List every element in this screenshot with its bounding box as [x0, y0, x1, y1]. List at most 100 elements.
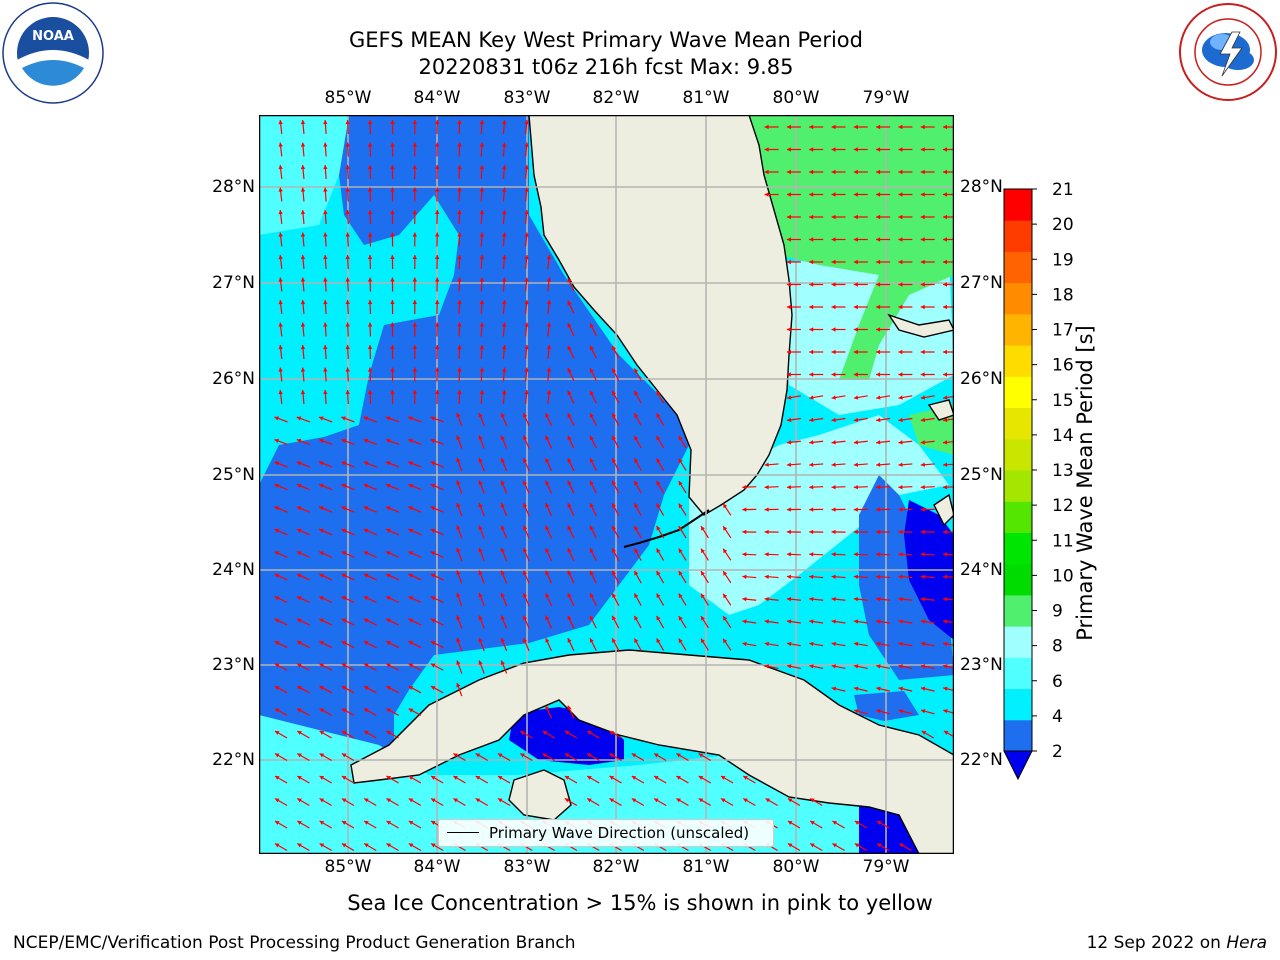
wave-direction-arrow: [430, 506, 444, 513]
wave-direction-arrow: [434, 209, 440, 225]
wave-direction-arrow: [522, 502, 530, 517]
wave-direction-arrow: [676, 752, 689, 762]
wave-direction-arrow: [323, 299, 328, 315]
wave-direction-arrow: [408, 618, 422, 626]
wave-direction-arrow: [345, 232, 350, 247]
wave-direction-arrow: [898, 440, 913, 445]
wave-direction-arrow: [478, 570, 485, 584]
wave-direction-arrow: [786, 664, 801, 670]
wave-direction-arrow: [546, 277, 552, 292]
wave-direction-arrow: [545, 615, 553, 629]
wave-direction-arrow: [274, 506, 288, 513]
wave-direction-arrow: [478, 525, 485, 539]
wave-direction-arrow: [412, 367, 418, 382]
wave-direction-arrow: [341, 483, 355, 491]
wave-direction-arrow: [456, 637, 463, 652]
wave-direction-arrow: [408, 551, 422, 558]
wave-direction-arrow: [676, 775, 689, 784]
wave-direction-arrow: [742, 775, 756, 784]
wave-direction-arrow: [300, 232, 306, 247]
wave-direction-arrow: [831, 440, 846, 445]
wave-direction-arrow: [500, 547, 508, 562]
wave-direction-arrow: [633, 413, 642, 426]
wave-direction-arrow: [920, 507, 935, 512]
wave-direction-arrow: [412, 299, 418, 315]
wave-direction-arrow: [341, 685, 355, 694]
lat-tick-right: 26°N: [960, 369, 1003, 389]
wave-direction-arrow: [319, 618, 333, 626]
wave-direction-arrow: [502, 277, 507, 292]
lon-tick-bottom: 83°W: [503, 857, 551, 877]
wave-direction-arrow: [920, 147, 935, 152]
chart-subtitle: 20220831 t06z 216h fcst Max: 9.85: [418, 55, 794, 79]
wave-direction-arrow: [300, 322, 306, 337]
wave-direction-arrow: [564, 797, 578, 807]
wave-direction-arrow: [408, 775, 422, 784]
lat-tick-right: 24°N: [960, 560, 1003, 580]
wave-direction-arrow: [809, 304, 824, 310]
wave-direction-arrow: [456, 660, 463, 674]
wave-direction-arrow: [274, 842, 288, 852]
wave-direction-arrow: [876, 192, 891, 197]
land-mass: [528, 114, 793, 516]
wave-direction-arrow: [408, 416, 422, 423]
wave-direction-arrow: [809, 395, 824, 400]
wave-direction-arrow: [809, 192, 824, 197]
wave-direction-arrow: [831, 304, 846, 310]
wave-direction-arrow: [300, 164, 306, 180]
wave-direction-arrow: [853, 507, 868, 512]
wave-direction-arrow: [341, 595, 355, 604]
wave-direction-arrow: [567, 525, 575, 539]
wave-direction-arrow: [589, 525, 597, 539]
wave-direction-arrow: [898, 169, 913, 175]
wave-direction-arrow: [899, 842, 912, 852]
lat-tick-left: 23°N: [212, 655, 255, 675]
wave-direction-arrow: [700, 615, 709, 629]
wave-direction-arrow: [274, 797, 288, 807]
lon-tick-top: 81°W: [682, 88, 730, 108]
wave-direction-arrow: [341, 528, 355, 536]
wave-direction-arrow: [633, 525, 642, 539]
wave-direction-arrow: [430, 797, 444, 807]
wave-direction-arrow: [876, 124, 891, 130]
wave-direction-arrow: [502, 299, 507, 315]
wave-direction-arrow: [853, 169, 868, 175]
wave-direction-arrow: [524, 299, 529, 315]
wave-direction-arrow: [456, 502, 463, 517]
wave-direction-arrow: [786, 596, 801, 602]
colorbar-segment: [1004, 657, 1032, 690]
wave-direction-arrow: [831, 686, 846, 692]
wave-direction-arrow: [720, 775, 734, 784]
wave-direction-arrow: [898, 282, 913, 287]
wave-direction-arrow: [412, 187, 418, 202]
wave-direction-arrow: [853, 259, 868, 265]
wave-direction-arrow: [341, 640, 355, 649]
wave-direction-arrow: [567, 547, 575, 562]
wave-direction-arrow: [363, 528, 377, 536]
wave-direction-arrow: [722, 570, 732, 584]
chart-title: GEFS MEAN Key West Primary Wave Mean Per…: [349, 28, 863, 52]
wave-direction-arrow: [722, 525, 732, 539]
wave-direction-arrow: [633, 435, 642, 449]
wave-direction-arrow: [700, 593, 709, 606]
wave-direction-arrow: [434, 142, 440, 157]
wave-direction-arrow: [367, 164, 373, 180]
wave-direction-arrow: [524, 142, 529, 157]
lon-tick-bottom: 80°W: [772, 857, 820, 877]
lon-tick-top: 85°W: [324, 88, 372, 108]
wave-direction-arrow: [542, 730, 555, 739]
period-band: [259, 115, 689, 755]
wave-direction-arrow: [478, 502, 485, 517]
wave-direction-arrow: [386, 730, 399, 739]
wave-direction-arrow: [323, 119, 328, 135]
wave-direction-arrow: [722, 593, 732, 606]
wave-direction-arrow: [524, 389, 529, 405]
wave-direction-arrow: [341, 752, 355, 762]
wave-direction-arrow: [898, 619, 913, 624]
wave-direction-arrow: [318, 551, 333, 558]
wave-direction-arrow: [678, 435, 687, 449]
wave-direction-arrow: [478, 637, 485, 652]
wave-direction-arrow: [300, 389, 306, 405]
wave-direction-arrow: [853, 214, 868, 220]
wave-direction-arrow: [786, 124, 801, 130]
